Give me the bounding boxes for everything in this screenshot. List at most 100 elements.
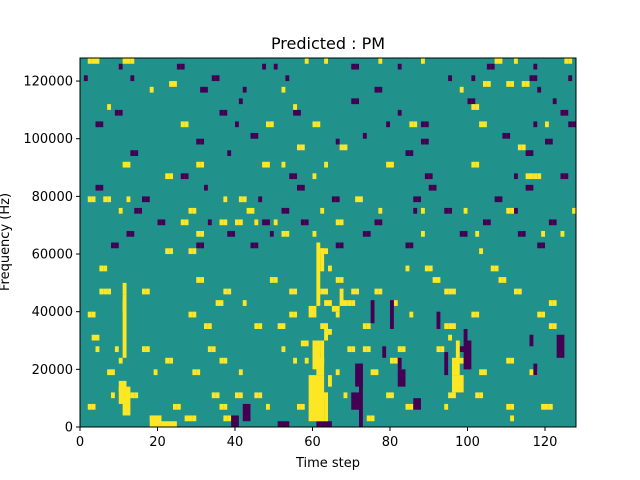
heatmap-block-low — [459, 346, 468, 353]
heatmap-cell-low — [126, 230, 131, 237]
heatmap-cell-high — [525, 173, 530, 180]
heatmap-block-low — [231, 415, 239, 427]
heatmap-cell-low — [564, 173, 569, 180]
heatmap-cell-high — [374, 369, 379, 376]
y-axis-ticks: 0 20000 40000 60000 80000 100000 120000 — [23, 75, 80, 436]
heatmap-cell-low — [297, 184, 301, 191]
heatmap-cell-high — [560, 230, 565, 237]
heatmap-cell-high — [479, 392, 484, 399]
heatmap-block-high — [312, 340, 321, 370]
heatmap-cell-low — [374, 219, 379, 226]
heatmap-cell-high — [269, 121, 274, 128]
heatmap-cell-low — [289, 173, 294, 180]
heatmap-cell-low — [424, 138, 429, 145]
heatmap-cell-low — [448, 75, 453, 82]
heatmap-cell-high — [525, 81, 530, 87]
heatmap-block-high — [149, 415, 162, 427]
heatmap-cell-low — [219, 109, 224, 116]
heatmap-cell-high — [114, 346, 119, 353]
heatmap-cell-high — [483, 81, 487, 87]
heatmap-cell-high — [401, 346, 406, 353]
heatmap-cell-high — [328, 265, 332, 272]
heatmap-cell-low — [537, 86, 542, 93]
heatmap-cell-high — [568, 58, 573, 64]
heatmap-cell-high — [200, 277, 205, 283]
heatmap-cell-high — [320, 207, 325, 214]
heatmap-cell-high — [91, 311, 96, 318]
heatmap-cell-low — [254, 242, 259, 249]
heatmap-cells — [83, 58, 576, 427]
heatmap-cell-high — [432, 277, 437, 283]
heatmap-cell-low — [281, 207, 286, 214]
heatmap-cell-low — [339, 242, 344, 249]
heatmap-cell-low — [118, 63, 123, 70]
heatmap-cell-low — [362, 132, 367, 139]
plot-frame — [79, 57, 577, 428]
heatmap-cell-low — [351, 98, 356, 105]
heatmap-cell-high — [95, 346, 100, 353]
heatmap-cell-high — [463, 207, 468, 214]
heatmap-cell-low — [297, 109, 301, 116]
heatmap-cell-high — [475, 161, 480, 168]
heatmap-cell-high — [421, 58, 425, 64]
heatmap-cell-low — [525, 184, 530, 191]
heatmap-cell-low — [250, 242, 255, 249]
heatmap-cell-high — [510, 415, 515, 422]
heatmap-cell-high — [200, 230, 205, 237]
heatmap-cell-high — [188, 248, 193, 255]
heatmap-cell-low — [502, 132, 507, 139]
heatmap-block-high — [122, 403, 131, 416]
heatmap-cell-high — [149, 86, 154, 93]
heatmap-cell-high — [235, 219, 239, 226]
heatmap-cell-low — [161, 219, 166, 226]
heatmap-cell-low — [130, 230, 135, 237]
heatmap-cell-low — [545, 138, 549, 145]
heatmap-cell-high — [459, 86, 464, 93]
y-tick-label: 20000 — [32, 363, 73, 378]
heatmap-cell-low — [231, 230, 236, 237]
heatmap-cell-high — [316, 121, 321, 128]
heatmap-cell-high — [238, 196, 243, 203]
heatmap-cell-high — [111, 392, 115, 399]
heatmap-block-high — [320, 248, 325, 272]
heatmap-cell-high — [475, 230, 480, 237]
heatmap-cell-high — [107, 196, 112, 203]
heatmap-cell-high — [87, 58, 92, 64]
heatmap-cell-low — [204, 184, 208, 191]
heatmap-cell-high — [130, 58, 135, 64]
heatmap-cell-high — [490, 265, 495, 272]
heatmap-block-low — [556, 334, 565, 358]
heatmap-cell-low — [483, 219, 487, 226]
heatmap-cell-high — [304, 357, 309, 364]
heatmap-block-low — [390, 300, 394, 329]
heatmap-cell-low — [227, 150, 232, 157]
heatmap-cell-low — [130, 150, 135, 157]
heatmap-block-high — [343, 392, 348, 399]
heatmap-cell-low — [293, 109, 298, 116]
heatmap-cell-high — [87, 311, 92, 318]
heatmap-cell-high — [359, 196, 363, 203]
heatmap-cell-high — [107, 369, 112, 376]
heatmap-cell-low — [541, 242, 546, 249]
heatmap-cell-low — [223, 109, 228, 116]
heatmap-cell-high — [421, 207, 425, 214]
heatmap-cell-low — [471, 98, 476, 105]
heatmap-block-high — [308, 305, 317, 318]
heatmap-cell-high — [223, 196, 228, 203]
y-tick-label: 60000 — [32, 248, 73, 263]
heatmap-cell-high — [335, 369, 340, 376]
heatmap-cell-low — [548, 219, 553, 226]
heatmap-cell-high — [188, 415, 193, 422]
heatmap-cell-high — [111, 369, 115, 376]
heatmap-cell-high — [293, 288, 298, 295]
heatmap-cell-high — [91, 403, 96, 410]
heatmap-cell-low — [235, 121, 239, 128]
heatmap-cell-low — [304, 219, 309, 226]
heatmap-cell-high — [537, 173, 542, 180]
heatmap-cell-low — [568, 121, 573, 128]
heatmap-cell-high — [242, 300, 247, 306]
heatmap-cell-low — [355, 98, 360, 105]
heatmap-cell-high — [444, 288, 449, 295]
heatmap-cell-low — [227, 230, 232, 237]
heatmap-cell-high — [521, 81, 526, 87]
